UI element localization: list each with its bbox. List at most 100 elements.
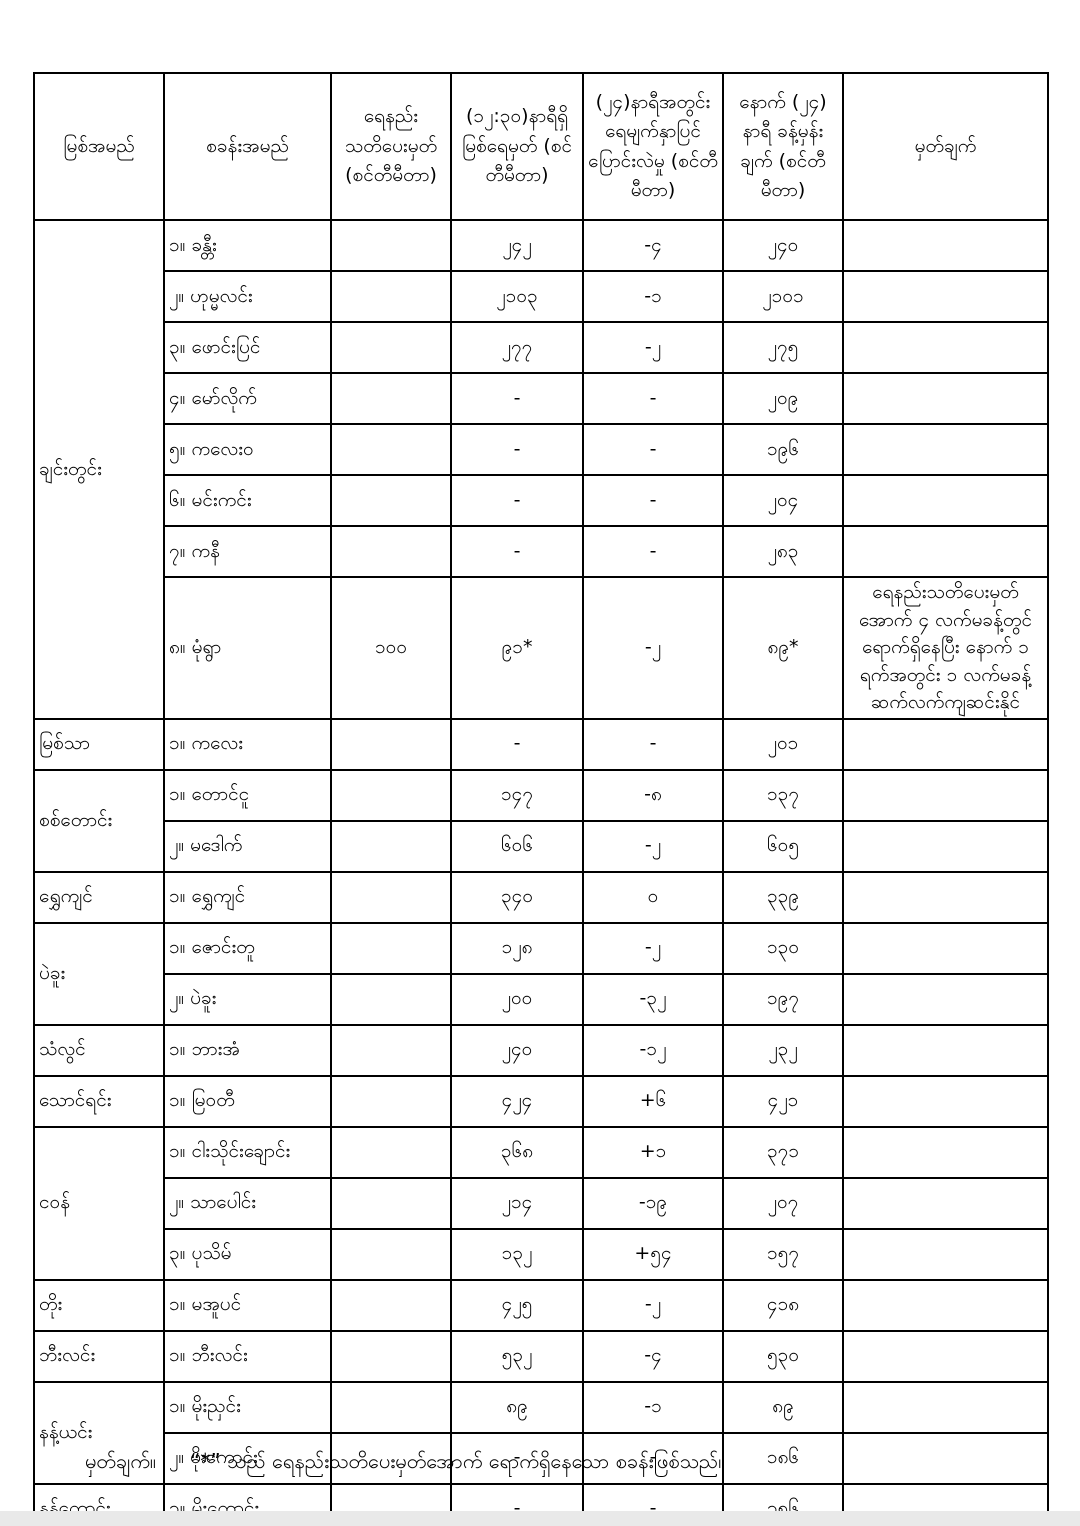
station-cell: ၁။ မြဝတီ <box>163 1074 332 1128</box>
change-cell: -၂ <box>582 921 724 975</box>
warning-cell <box>330 1074 452 1128</box>
remark-cell <box>842 474 1049 527</box>
forecast-cell: ၅၃၀ <box>722 1329 844 1383</box>
forecast-cell: ၁၃၀ <box>722 921 844 975</box>
remark-cell <box>842 1329 1049 1383</box>
col-header-river: မြစ်အမည် <box>33 72 165 221</box>
warning-cell <box>330 921 452 975</box>
level-cell: - <box>450 423 584 476</box>
col-header-remark: မှတ်ချက် <box>842 72 1049 221</box>
table-row: ၅။ ကလေးဝ - - ၁၉၆ <box>34 423 1049 476</box>
river-name-cell: မြစ်သာ <box>33 717 165 771</box>
table-row: ၃။ ပုသိမ် ၁၃၂ +၅၄ ၁၅၇ <box>34 1227 1049 1281</box>
forecast-cell: ၄၁၈ <box>722 1278 844 1332</box>
table-row: ဘီးလင်း ၁။ ဘီးလင်း ၅၃၂ -၄ ၅၃၀ <box>33 1329 1049 1383</box>
change-cell: -၁ <box>582 270 724 323</box>
level-cell: ၂၇၇ <box>450 321 584 374</box>
forecast-cell: ၆၀၅ <box>722 819 844 873</box>
forecast-cell: ၈၉* <box>722 576 844 720</box>
forecast-cell: ၁၅၇ <box>722 1227 844 1281</box>
table-row: မြစ်သာ ၁။ ကလေး - - ၂၀၁ <box>33 717 1049 771</box>
table-row: ၂။ သာပေါင်း ၂၁၄ -၁၉ ၂၀၇ <box>34 1176 1049 1230</box>
remark-cell <box>842 1074 1049 1128</box>
footer-note-text: “*” သည် ရေနည်းသတိပေးမှတ်အောက် ရောက်ရှိနေ… <box>189 1449 725 1473</box>
table-row: ၇။ ကနီ - - ၂၈၃ <box>34 525 1049 578</box>
remark-cell <box>842 219 1049 272</box>
forecast-cell: ၂၁၀၁ <box>722 270 844 323</box>
forecast-cell: ၂၀၉ <box>722 372 844 425</box>
change-cell: -၂ <box>582 321 724 374</box>
warning-cell <box>330 768 452 822</box>
level-cell: - <box>450 1431 584 1485</box>
warning-cell <box>330 1176 452 1230</box>
station-cell: ၁။ မအူပင် <box>163 1278 332 1332</box>
station-cell: ၁။ ဇောင်းတူ <box>163 921 332 975</box>
station-cell: ၂။ မဒေါက် <box>163 819 332 873</box>
change-cell: -၁၉ <box>582 1176 724 1230</box>
change-cell: -၁၂ <box>582 1023 724 1077</box>
level-cell: - <box>450 372 584 425</box>
station-cell: ၁။ ဘီးလင်း <box>163 1329 332 1383</box>
remark-cell <box>842 1227 1049 1281</box>
forecast-cell: ၁၃၇ <box>722 768 844 822</box>
warning-cell <box>330 525 452 578</box>
table-row: သံလွင် ၁။ ဘားအံ ၂၄၀ -၁၂ ၂၃၂ <box>33 1023 1049 1077</box>
station-cell: ၂။ သာပေါင်း <box>163 1176 332 1230</box>
page-bottom-strip <box>0 1511 1080 1526</box>
river-name-cell: စစ်တောင်း <box>33 768 165 873</box>
warning-cell <box>330 1380 452 1434</box>
change-cell: +၆ <box>582 1074 724 1128</box>
forecast-cell: ၄၂၁ <box>722 1074 844 1128</box>
col-header-station: စခန်းအမည် <box>163 72 332 221</box>
col-header-level-1230: (၁၂:၃၀)နာရီရှိ မြစ်ရေမှတ် (စင်တီမီတာ) <box>450 72 584 221</box>
change-cell: - <box>582 474 724 527</box>
forecast-cell: ၂၀၇ <box>722 1176 844 1230</box>
station-cell: ၄။ မော်လိုက် <box>163 372 332 425</box>
river-name-cell: ချင်းတွင်း <box>33 219 165 720</box>
remark-cell <box>842 768 1049 822</box>
warning-cell <box>330 474 452 527</box>
level-cell: ၁၂၈ <box>450 921 584 975</box>
level-cell: ၈၉ <box>450 1380 584 1434</box>
table-row: ၈။ မုံရွာ ၁၀၀ ၉၁* -၂ ၈၉* ရေနည်းသတိပေးမှတ… <box>34 576 1049 720</box>
level-cell: ၂၀၀ <box>450 972 584 1026</box>
remark-cell <box>842 972 1049 1026</box>
remark-cell <box>842 870 1049 924</box>
station-cell: ၁။ ရွှေကျင် <box>163 870 332 924</box>
warning-cell <box>330 1431 452 1485</box>
level-cell: ၅၃၂ <box>450 1329 584 1383</box>
footer-note: မှတ်ချက်။ “*” သည် ရေနည်းသတိပေးမှတ်အောက် ရ… <box>85 1445 724 1477</box>
station-cell: ၁။ မိုးညှင်း <box>163 1380 332 1434</box>
level-cell: ၆၀၆ <box>450 819 584 873</box>
col-header-24h-change: (၂၄)နာရီအတွင်း ရေမျက်နှာပြင် ပြောင်းလဲမှ… <box>582 72 724 221</box>
change-cell: -၂ <box>582 819 724 873</box>
level-cell: ၂၁၄ <box>450 1176 584 1230</box>
warning-cell <box>330 717 452 771</box>
warning-cell <box>330 819 452 873</box>
change-cell: -၂ <box>582 576 724 720</box>
change-cell: ၀ <box>582 870 724 924</box>
change-cell: -၁ <box>582 1380 724 1434</box>
remark-cell <box>842 1023 1049 1077</box>
table-row: နန့်ယင်း ၁။ မိုးညှင်း ၈၉ -၁ ၈၉ <box>33 1380 1049 1485</box>
river-name-cell: သံလွင် <box>33 1023 165 1077</box>
table-row: ၄။ မော်လိုက် - - ၂၀၉ <box>34 372 1049 425</box>
table-row: တိုး ၁။ မအူပင် ၄၂၅ -၂ ၄၁၈ <box>33 1278 1049 1332</box>
river-water-levels-table: မြစ်အမည် စခန်းအမည် ရေနည်း သတိပေးမှတ် (စင… <box>33 72 1049 1526</box>
change-cell: - <box>582 372 724 425</box>
remark-cell <box>842 1380 1049 1434</box>
forecast-cell: ၃၇၁ <box>722 1125 844 1179</box>
col-header-low-water-mark: ရေနည်း သတိပေးမှတ် (စင်တီမီတာ) <box>330 72 452 221</box>
change-cell: - <box>582 717 724 771</box>
river-name-cell: ရွှေကျင် <box>33 870 165 924</box>
station-cell: ၂။ ပဲခူး <box>163 972 332 1026</box>
level-cell: ၄၂၄ <box>450 1074 584 1128</box>
header-row: မြစ်အမည် စခန်းအမည် ရေနည်း သတိပေးမှတ် (စင… <box>33 72 1049 221</box>
forecast-cell: ၃၃၉ <box>722 870 844 924</box>
warning-cell <box>330 870 452 924</box>
change-cell: +၅၄ <box>582 1227 724 1281</box>
table-row: ၂။ ဟုမ္မလင်း ၂၁၀၃ -၁ ၂၁၀၁ <box>34 270 1049 323</box>
change-cell: +၁ <box>582 1125 724 1179</box>
level-cell: ၃၄၀ <box>450 870 584 924</box>
remark-cell <box>842 921 1049 975</box>
